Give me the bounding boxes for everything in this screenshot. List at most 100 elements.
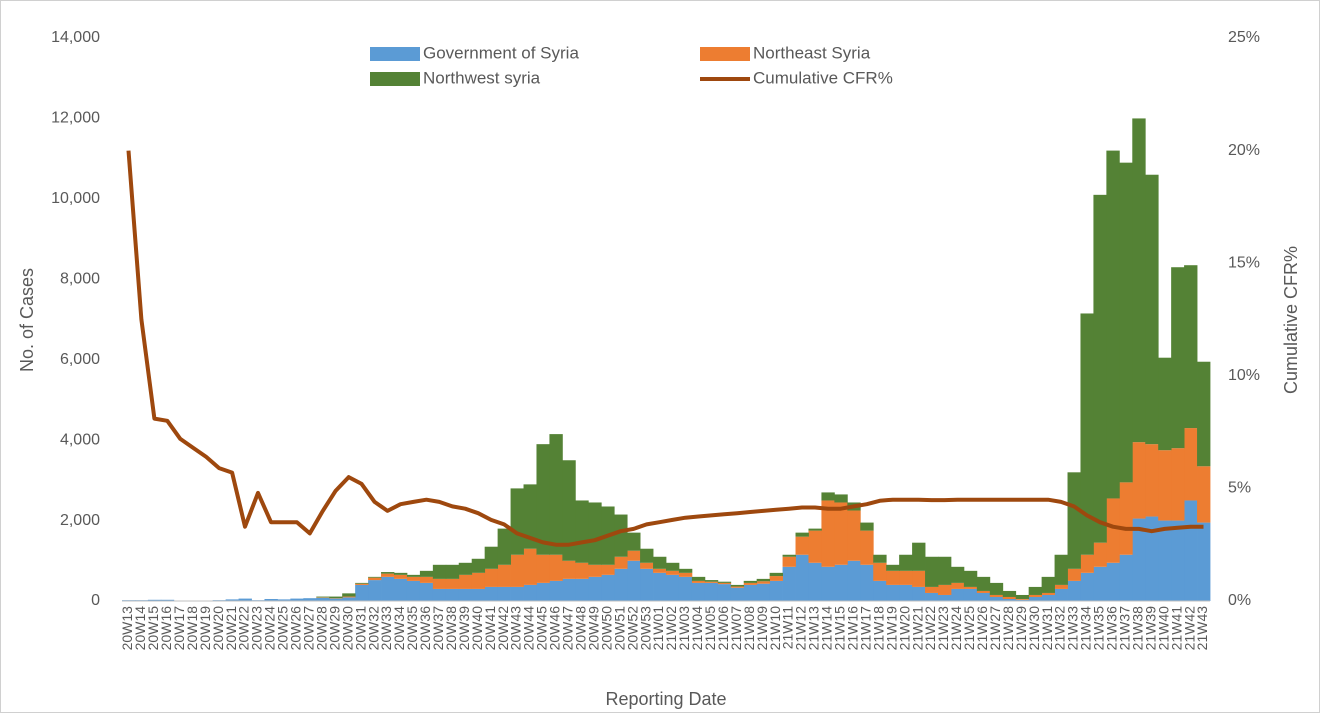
bar-segment (731, 588, 744, 601)
bar-segment (718, 583, 731, 584)
bar-segment (485, 547, 498, 569)
bar-segment (381, 577, 394, 601)
bar-segment (964, 587, 977, 589)
bar-segment (757, 584, 770, 601)
bar-segment (1042, 595, 1055, 601)
bar-segment (796, 537, 809, 555)
bar-segment (459, 589, 472, 601)
bar-segment (355, 583, 368, 584)
bar-segment (692, 581, 705, 583)
bar-segment (886, 571, 899, 585)
legend-label: Northeast Syria (753, 43, 871, 62)
y2-tick-label: 0% (1228, 592, 1251, 609)
bar-segment (1119, 482, 1132, 554)
bar-segment (1106, 498, 1119, 562)
bar-segment (329, 597, 342, 599)
bar-segment (381, 572, 394, 574)
bar-segment (990, 595, 1003, 597)
bar-segment (938, 595, 951, 601)
bar-segment (1003, 597, 1016, 599)
bar-segment (433, 579, 446, 589)
bar-segment (964, 589, 977, 601)
bar-segment (1184, 428, 1197, 500)
legend-swatch (370, 72, 420, 86)
bar-segment (1055, 589, 1068, 601)
bar-segment (342, 597, 355, 601)
bar-segment (757, 579, 770, 581)
bar-segment (1171, 267, 1184, 448)
bar-segment (653, 573, 666, 601)
bar-segment (446, 589, 459, 601)
bar-segment (808, 531, 821, 563)
bar-segment (666, 571, 679, 575)
bar-segment (990, 583, 1003, 595)
bar-segment (705, 580, 718, 582)
bar-segment (653, 569, 666, 573)
bar-segment (770, 576, 783, 581)
bar-segment (692, 577, 705, 581)
bar-segment (1197, 362, 1210, 467)
y2-tick-label: 25% (1228, 29, 1260, 46)
bar-segment (1029, 597, 1042, 601)
bar-segment (1093, 195, 1106, 543)
bar-segment (977, 593, 990, 601)
bar-segment (796, 555, 809, 601)
bar-segment (938, 557, 951, 585)
bar-segment (899, 585, 912, 601)
bar-segment (796, 533, 809, 537)
bar-segment (821, 567, 834, 601)
bar-segment (847, 511, 860, 561)
bar-segment (459, 575, 472, 589)
bar-segment (964, 571, 977, 587)
bar-segment (783, 555, 796, 557)
bar-segment (990, 597, 1003, 601)
bar-segment (873, 581, 886, 601)
bar-segment (549, 555, 562, 581)
bar-segment (1132, 118, 1145, 442)
bar-segment (666, 563, 679, 571)
bar-segment (1016, 595, 1029, 599)
bar-segment (407, 581, 420, 601)
bar-segment (472, 573, 485, 589)
y2-tick-label: 5% (1228, 480, 1251, 497)
bar-segment (1158, 358, 1171, 450)
bar-segment (1042, 577, 1055, 593)
bar-segment (446, 579, 459, 589)
bar-segment (575, 579, 588, 601)
bar-segment (498, 529, 511, 565)
bar-segment (899, 555, 912, 571)
bar-segment (575, 500, 588, 562)
bar-segment (355, 585, 368, 601)
bar-segment (951, 567, 964, 583)
bar-segment (627, 561, 640, 601)
bar-segment (640, 569, 653, 601)
bar-segment (873, 563, 886, 581)
bar-segment (524, 549, 537, 585)
bar-segment (1093, 543, 1106, 567)
bar-segment (1042, 593, 1055, 595)
bar-segment (433, 565, 446, 579)
bar-segment (912, 587, 925, 601)
legend-label: Government of Syria (423, 43, 579, 62)
bar-segment (368, 580, 381, 601)
bar-segment (1068, 581, 1081, 601)
x-axis-title: Reporting Date (605, 689, 726, 709)
bar-segment (912, 571, 925, 587)
bar-segment (316, 597, 329, 598)
bar-segment (783, 567, 796, 601)
bar-segment (355, 584, 368, 585)
bar-segment (731, 585, 744, 587)
bar-segment (692, 583, 705, 601)
bar-segment (459, 563, 472, 575)
bar-segment (601, 565, 614, 575)
bar-segment (873, 555, 886, 563)
bar-segment (562, 561, 575, 579)
bar-segment (368, 577, 381, 578)
bar-segment (938, 585, 951, 595)
bar-segment (536, 555, 549, 583)
y-tick-label: 8,000 (60, 271, 100, 288)
bar-segment (1171, 448, 1184, 520)
bar-segment (1197, 466, 1210, 522)
bar-segment (860, 531, 873, 565)
y-tick-label: 0 (91, 592, 100, 609)
